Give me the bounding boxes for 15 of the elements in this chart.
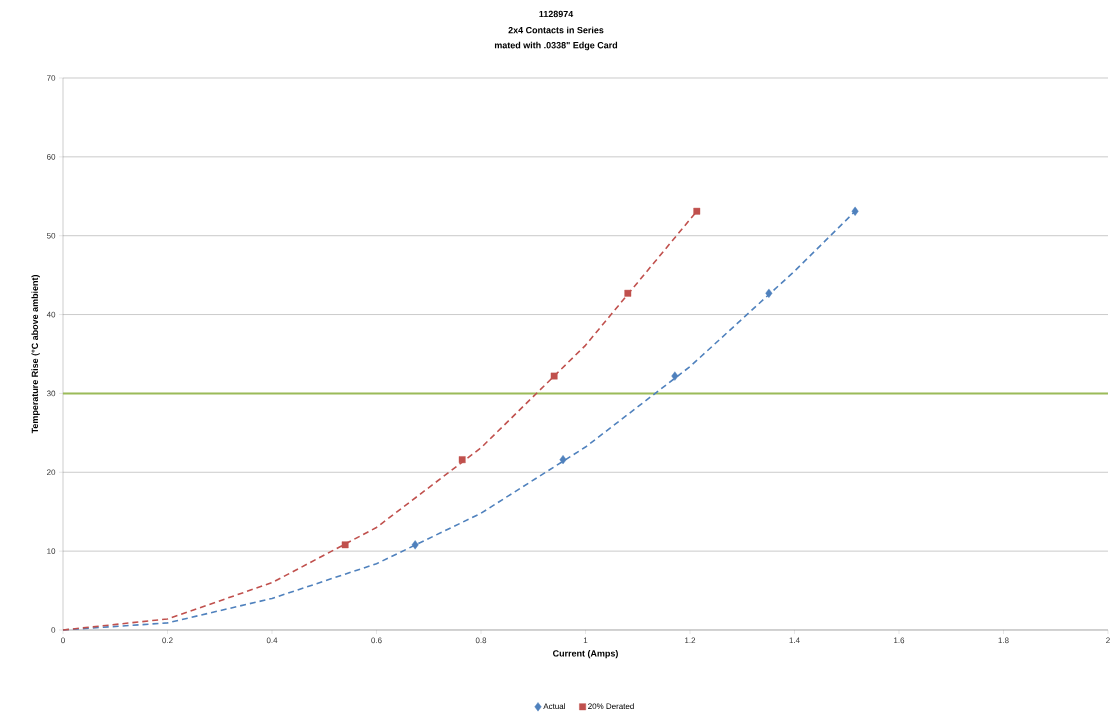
point (851, 206, 859, 216)
point (458, 456, 466, 464)
chart-title: 1128974 (539, 10, 574, 18)
point (624, 289, 632, 297)
x-axis-title: Current (Amps) (552, 649, 618, 659)
y-axis-title: Temperature Rise (°C above ambient) (31, 275, 40, 434)
point (671, 371, 679, 381)
point (341, 541, 349, 549)
point (550, 372, 558, 380)
point (693, 207, 701, 215)
text: mated with .0338" Edge Card (494, 41, 618, 51)
point (559, 455, 567, 465)
chart-subtitle: 2x4 Contacts in Series (508, 26, 604, 34)
point (411, 540, 419, 550)
point (765, 288, 773, 298)
